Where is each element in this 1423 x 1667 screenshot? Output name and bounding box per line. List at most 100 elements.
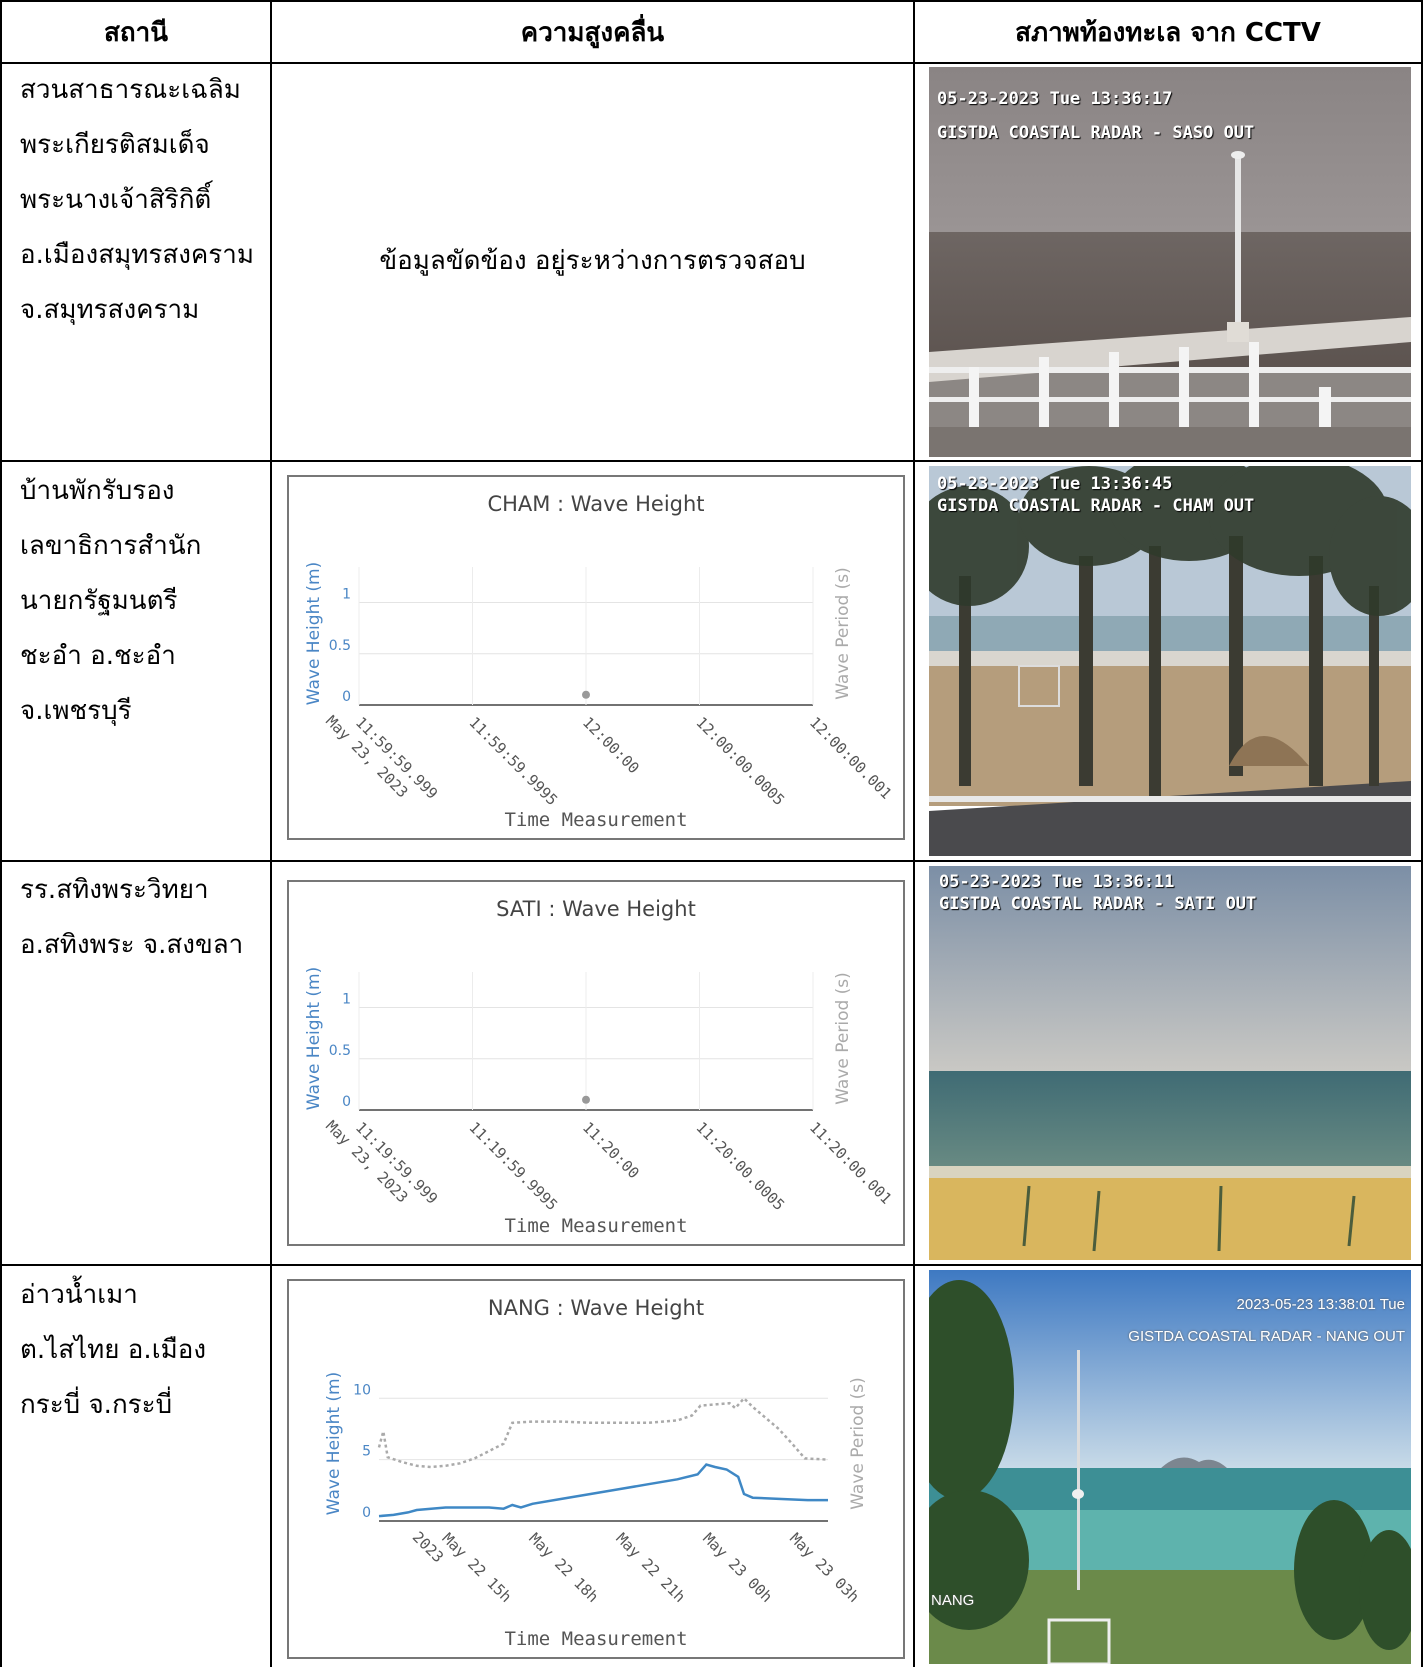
wave-height-line: [378, 1463, 828, 1518]
station-name-saso: สวนสาธารณะเฉลิม พระเกียรติสมเด็จ พระนางเ…: [20, 63, 270, 338]
x-tick-text: 12:00:00.0005: [692, 713, 788, 809]
x-tick-text: May 22 15h: [439, 1529, 516, 1606]
x-tick-text: 12:00:00: [579, 713, 643, 777]
station-name-cham: บ้านพักรับรอง เลขาธิการสำนัก นายกรัฐมนตร…: [20, 464, 270, 739]
station-line: อ่าวน้ำเมา: [20, 1280, 138, 1310]
chart-title: NANG : Wave Height: [488, 1296, 704, 1320]
x-tick-text: 11:20:00.0005: [692, 1118, 788, 1214]
cctv-timestamp: 2023-05-23 13:38:01 Tue: [1236, 1296, 1405, 1313]
station-line: ชะอำ อ.ชะอำ: [20, 641, 176, 671]
y-tick-label: 5: [362, 1444, 371, 1460]
header-cctv: สภาพท้องทะเล จาก CCTV: [1015, 17, 1321, 48]
cctv-scene-sati: [929, 866, 1411, 1260]
x-axis-title: Time Measurement: [504, 809, 687, 831]
cctv-camera-label: GISTDA COASTAL RADAR - SATI OUT: [939, 894, 1257, 914]
x-tick-text: 11:59:59.9995: [465, 713, 561, 809]
y-tick-label: 10: [353, 1382, 371, 1398]
header-station: สถานี: [104, 17, 168, 48]
column-divider-2: [913, 0, 915, 1667]
x-axis-title: Time Measurement: [504, 1628, 687, 1650]
cctv-scene-nang: [929, 1270, 1411, 1664]
data-error-notice: ข้อมูลขัดข้อง อยู่ระหว่างการตรวจสอบ: [379, 246, 806, 276]
x-axis-title: Time Measurement: [504, 1215, 687, 1237]
y-tick-label: 0: [342, 689, 351, 705]
station-line: จ.สมุทรสงคราม: [20, 295, 200, 325]
station-line: กระบี่ จ.กระบี่: [20, 1390, 173, 1420]
y-tick-label: 0: [362, 1505, 371, 1521]
column-divider-1: [270, 0, 272, 1667]
header-wave-height: ความสูงคลื่น: [520, 17, 665, 48]
station-line: บ้านพักรับรอง: [20, 476, 175, 506]
row-divider-2: [0, 860, 1423, 862]
x-tick-text: May 22 18h: [525, 1529, 602, 1606]
x-tick-text: May 23 00h: [699, 1529, 776, 1606]
chart-title: SATI : Wave Height: [496, 897, 696, 921]
cctv-timestamp: 05-23-2023 Tue 13:36:45: [937, 474, 1173, 494]
x-tick-label: 12:00:00: [579, 713, 643, 777]
cctv-timestamp: 05-23-2023 Tue 13:36:11: [939, 872, 1175, 892]
chart-sati-wave-height: SATI : Wave Height 0 0.5 1 11:19:59.999 May 2…: [287, 880, 905, 1246]
station-line: พระเกียรติสมเด็จ: [20, 130, 210, 160]
y-tick-label: 0: [342, 1094, 351, 1110]
cctv-scene-cham: [929, 466, 1411, 856]
station-line: อ.เมืองสมุทรสงคราม: [20, 240, 254, 270]
y-tick-label: 0.5: [329, 1043, 351, 1059]
station-line: พระนางเจ้าสิริกิติ์: [20, 185, 212, 215]
wave-period-line: [377, 1396, 829, 1469]
x-tick-label: 11:20:00.001: [806, 1118, 895, 1207]
x-tick-text: 11:20:00: [579, 1118, 643, 1182]
station-name-sati: รร.สทิงพระวิทยา อ.สทิงพระ จ.สงขลา: [20, 863, 270, 973]
cctv-timestamp: 05-23-2023 Tue 13:36:17: [937, 89, 1173, 109]
y-tick-label: 1: [342, 992, 351, 1008]
table-border-left: [0, 0, 2, 1667]
cctv-camera-label: GISTDA COASTAL RADAR - SASO OUT: [937, 123, 1255, 143]
station-line: รร.สทิงพระวิทยา: [20, 875, 209, 905]
x-tick-label: 11:19:59.9995: [465, 1118, 561, 1214]
y-tick-label: 0.5: [329, 638, 351, 654]
x-tick-text: 12:00:00.001: [806, 713, 895, 802]
x-tick-label: 11:20:00: [579, 1118, 643, 1182]
table-border-right: [1421, 0, 1423, 1667]
y-tick-label: 1: [342, 587, 351, 603]
row-divider-header: [0, 62, 1423, 64]
cctv-scene-saso: [929, 67, 1411, 457]
cctv-image-nang: 2023-05-23 13:38:01 Tue GISTDA COASTAL R…: [929, 1270, 1411, 1664]
x-tick-label: May 22 18h: [525, 1529, 602, 1606]
chart-cham-wave-height: CHAM : Wave Height 0 0.5 1 11:59:59.999 May 2…: [287, 475, 905, 840]
x-tick-text: 2023: [409, 1528, 447, 1566]
y-axis-title: Wave Height (m): [324, 1372, 344, 1516]
chart-nang-wave-height: NANG : Wave Height 0 5 10 May 22 15h 2023 May …: [287, 1279, 905, 1659]
station-line: นายกรัฐมนตรี: [20, 586, 178, 616]
table-border-top: [0, 0, 1423, 2]
x-tick-label: 12:00:00.0005: [692, 713, 788, 809]
station-line: อ.สทิงพระ จ.สงขลา: [20, 930, 244, 960]
x-tick-label: May 22 21h: [612, 1529, 689, 1606]
cctv-camera-label: GISTDA COASTAL RADAR - CHAM OUT: [937, 496, 1255, 516]
x-tick-label: May 23 03h: [786, 1529, 863, 1606]
cctv-camera-label: GISTDA COASTAL RADAR - NANG OUT: [1128, 1328, 1405, 1345]
station-line: จ.เพชรบุรี: [20, 696, 132, 726]
data-point: [582, 690, 590, 699]
row-divider-3: [0, 1264, 1423, 1266]
station-line: ต.ไสไทย อ.เมือง: [20, 1335, 207, 1365]
x-tick-text: May 22 21h: [612, 1529, 689, 1606]
y2-axis-title: Wave Period (s): [848, 1377, 868, 1510]
station-line: เลขาธิการสำนัก: [20, 531, 202, 561]
x-tick-label: May 23 00h: [699, 1529, 776, 1606]
chart-title: CHAM : Wave Height: [487, 492, 704, 516]
y-axis-title: Wave Height (m): [304, 562, 324, 706]
y2-axis-title: Wave Period (s): [833, 567, 853, 700]
cctv-image-saso: 05-23-2023 Tue 13:36:17 GISTDA COASTAL R…: [929, 67, 1411, 457]
cctv-image-sati: 05-23-2023 Tue 13:36:11 GISTDA COASTAL R…: [929, 866, 1411, 1260]
station-line: สวนสาธารณะเฉลิม: [20, 75, 241, 105]
x-tick-label: 11:20:00.0005: [692, 1118, 788, 1214]
y2-axis-title: Wave Period (s): [833, 972, 853, 1105]
station-name-nang: อ่าวน้ำเมา ต.ไสไทย อ.เมือง กระบี่ จ.กระบ…: [20, 1268, 270, 1433]
x-tick-label: 12:00:00.001: [806, 713, 895, 802]
x-tick-text: May 23 03h: [786, 1529, 863, 1606]
